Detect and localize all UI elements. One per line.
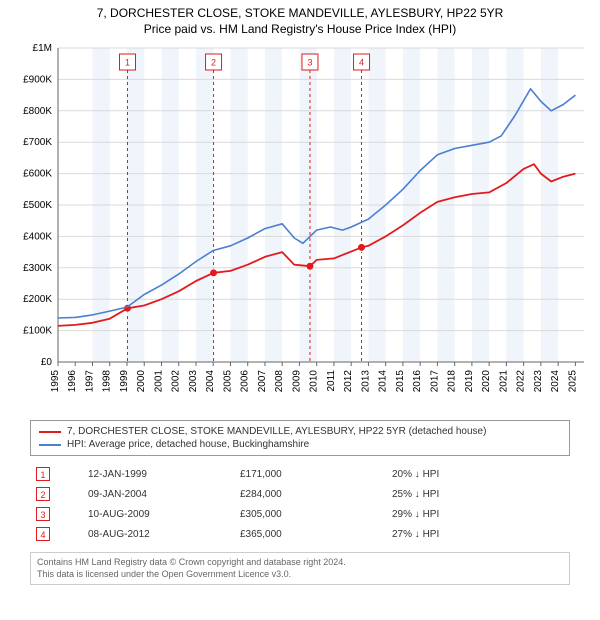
svg-text:3: 3: [307, 57, 312, 67]
svg-text:2009: 2009: [291, 370, 302, 393]
event-marker-icon: 1: [36, 467, 50, 481]
svg-text:2011: 2011: [326, 370, 337, 392]
svg-text:2022: 2022: [516, 370, 527, 393]
event-row: 2 09-JAN-2004£284,00025% ↓ HPI: [30, 484, 570, 504]
event-delta: 27% ↓ HPI: [386, 524, 570, 544]
svg-text:£100K: £100K: [23, 326, 52, 337]
svg-text:2005: 2005: [222, 370, 233, 393]
svg-text:2012: 2012: [343, 370, 354, 393]
event-row: 3 10-AUG-2009£305,00029% ↓ HPI: [30, 504, 570, 524]
svg-text:£800K: £800K: [23, 106, 52, 117]
svg-text:2019: 2019: [464, 370, 475, 393]
svg-text:2013: 2013: [360, 370, 371, 393]
svg-text:£0: £0: [41, 357, 53, 368]
svg-text:2010: 2010: [309, 370, 320, 393]
svg-text:2018: 2018: [447, 370, 458, 393]
svg-text:2024: 2024: [550, 370, 561, 393]
svg-text:2021: 2021: [498, 370, 509, 393]
legend-label: HPI: Average price, detached house, Buck…: [67, 439, 309, 450]
svg-text:2014: 2014: [378, 370, 389, 393]
svg-text:£1M: £1M: [33, 43, 52, 54]
svg-text:2: 2: [211, 57, 216, 67]
svg-text:£500K: £500K: [23, 200, 52, 211]
event-marker-icon: 4: [36, 527, 50, 541]
svg-text:2000: 2000: [136, 370, 147, 393]
svg-text:2004: 2004: [205, 370, 216, 393]
legend-swatch: [39, 431, 61, 433]
svg-text:2002: 2002: [171, 370, 182, 393]
event-date: 08-AUG-2012: [82, 524, 234, 544]
event-marker-icon: 2: [36, 487, 50, 501]
svg-text:1: 1: [125, 57, 130, 67]
svg-text:£900K: £900K: [23, 74, 52, 85]
legend-label: 7, DORCHESTER CLOSE, STOKE MANDEVILLE, A…: [67, 426, 486, 437]
legend: 7, DORCHESTER CLOSE, STOKE MANDEVILLE, A…: [30, 420, 570, 456]
event-delta: 20% ↓ HPI: [386, 464, 570, 484]
svg-text:2025: 2025: [567, 370, 578, 393]
chart-svg: £0 £100K £200K £300K £400K £500K £600K £700K £80…: [10, 42, 590, 412]
title-block: 7, DORCHESTER CLOSE, STOKE MANDEVILLE, A…: [0, 0, 600, 38]
svg-text:1999: 1999: [119, 370, 130, 393]
event-price: £305,000: [234, 504, 386, 524]
svg-text:1997: 1997: [84, 370, 95, 393]
event-delta: 25% ↓ HPI: [386, 484, 570, 504]
svg-text:1995: 1995: [50, 370, 61, 393]
svg-text:2020: 2020: [481, 370, 492, 393]
svg-text:£400K: £400K: [23, 231, 52, 242]
svg-text:£200K: £200K: [23, 294, 52, 305]
svg-text:2016: 2016: [412, 370, 423, 393]
legend-swatch: [39, 444, 61, 446]
svg-text:2007: 2007: [257, 370, 268, 393]
svg-text:2015: 2015: [395, 370, 406, 393]
svg-text:4: 4: [359, 57, 364, 67]
legend-item: 7, DORCHESTER CLOSE, STOKE MANDEVILLE, A…: [39, 425, 561, 438]
svg-text:1998: 1998: [102, 370, 113, 393]
event-price: £365,000: [234, 524, 386, 544]
chart-plot: £0 £100K £200K £300K £400K £500K £600K £700K £80…: [10, 42, 590, 412]
event-date: 10-AUG-2009: [82, 504, 234, 524]
svg-text:2008: 2008: [274, 370, 285, 393]
event-price: £284,000: [234, 484, 386, 504]
legend-item: HPI: Average price, detached house, Buck…: [39, 438, 561, 451]
footer-line: Contains HM Land Registry data © Crown c…: [37, 557, 346, 567]
svg-text:2001: 2001: [153, 370, 164, 393]
event-date: 12-JAN-1999: [82, 464, 234, 484]
footer-line: This data is licensed under the Open Gov…: [37, 569, 291, 579]
svg-text:£600K: £600K: [23, 169, 52, 180]
event-marker-icon: 3: [36, 507, 50, 521]
svg-text:1996: 1996: [67, 370, 78, 393]
svg-text:£700K: £700K: [23, 137, 52, 148]
event-row: 1 12-JAN-1999£171,00020% ↓ HPI: [30, 464, 570, 484]
event-price: £171,000: [234, 464, 386, 484]
footer-attribution: Contains HM Land Registry data © Crown c…: [30, 552, 570, 585]
svg-text:2023: 2023: [533, 370, 544, 393]
event-date: 09-JAN-2004: [82, 484, 234, 504]
event-delta: 29% ↓ HPI: [386, 504, 570, 524]
event-row: 4 08-AUG-2012£365,00027% ↓ HPI: [30, 524, 570, 544]
chart-title: 7, DORCHESTER CLOSE, STOKE MANDEVILLE, A…: [10, 6, 590, 20]
chart-subtitle: Price paid vs. HM Land Registry's House …: [10, 22, 590, 36]
chart-container: 7, DORCHESTER CLOSE, STOKE MANDEVILLE, A…: [0, 0, 600, 585]
svg-text:2006: 2006: [240, 370, 251, 393]
events-table: 1 12-JAN-1999£171,00020% ↓ HPI 2 09-JAN-200…: [30, 464, 570, 544]
svg-text:2003: 2003: [188, 370, 199, 393]
svg-text:£300K: £300K: [23, 263, 52, 274]
svg-text:2017: 2017: [429, 370, 440, 393]
